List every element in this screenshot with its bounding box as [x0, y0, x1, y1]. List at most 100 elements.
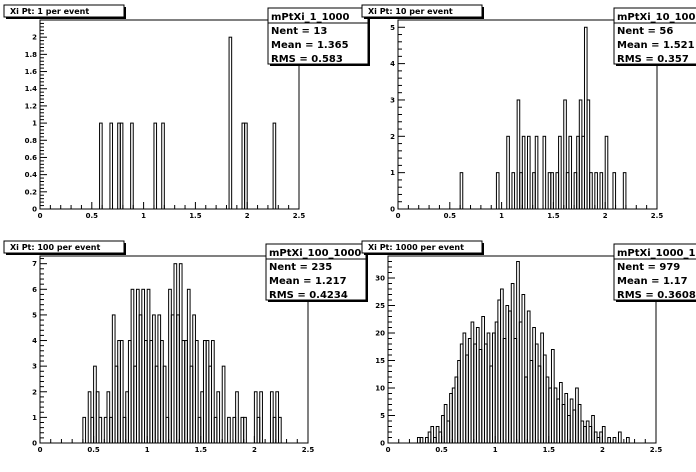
histogram-bin [594, 172, 598, 210]
stats-entries: Nent = 235 [269, 262, 332, 273]
chart-title: Xi Pt: 10 per event [368, 7, 453, 16]
histogram-bin [521, 135, 526, 210]
histogram-bin [521, 294, 526, 444]
histogram-bin [430, 426, 435, 444]
stats-rms: RMS = 0.4234 [269, 290, 348, 301]
x-tick-label: 2 [603, 212, 608, 220]
y-tick-label: 0.4 [25, 171, 38, 179]
x-tick-label: 2 [245, 212, 250, 220]
y-tick-label: 1.8 [25, 51, 38, 59]
x-tick-label: 0.5 [86, 212, 99, 220]
stats-mean: Mean = 1.521 [617, 40, 695, 51]
y-tick-label: 2 [32, 34, 37, 42]
stats-box [613, 7, 696, 65]
histogram-bin [604, 135, 609, 210]
histogram-bin [98, 416, 103, 444]
histogram-bin [550, 172, 554, 210]
chart-title: Xi Pt: 1000 per event [368, 243, 464, 252]
histogram-bin [599, 172, 604, 210]
title-box [361, 240, 483, 254]
title-box [3, 4, 125, 18]
y-tick-label: 2 [390, 133, 395, 141]
y-tick-label: 0 [380, 440, 385, 448]
x-tick-label: 2.5 [650, 446, 663, 454]
histogram-bin [568, 135, 573, 210]
y-tick-label: 20 [375, 330, 385, 338]
histogram-bin [607, 437, 611, 444]
y-tick-label: 0.8 [25, 137, 38, 145]
y-tick-label: 0.6 [25, 154, 38, 162]
stats-rms: RMS = 0.583 [271, 54, 343, 65]
y-tick-label: 0 [32, 206, 37, 214]
histogram-bin [119, 122, 124, 210]
stats-name: mPtXi_1000_1000 [617, 248, 696, 259]
x-tick-label: 2.5 [293, 212, 306, 220]
y-tick-label: 2 [32, 388, 37, 396]
histogram-bin [622, 172, 627, 210]
y-tick-label: 0 [32, 440, 37, 448]
histogram-bin [216, 391, 221, 444]
y-tick-label: 6 [32, 286, 37, 294]
y-tick-label: 3 [390, 96, 395, 104]
histogram-panel-1: 0 0.2 0.4 0.6 0.8 1 1.2 1.4 1.6 1.8 2 0 0.5 1 1.5 2 2.5 X… [3, 4, 370, 220]
y-tick-label: 4 [390, 60, 395, 68]
x-tick-label: 0.5 [87, 446, 100, 454]
x-tick-label: 2.5 [302, 446, 315, 454]
y-tick-label: 1.6 [25, 68, 38, 76]
y-tick-label: 5 [32, 311, 37, 319]
histogram-panel-3: 0 1 2 3 4 5 6 7 0 0.5 1 1.5 2 2.5 Xi Pt: 100 per event… [3, 240, 368, 454]
plot-frame [39, 19, 300, 210]
x-tick-label: 0.5 [444, 212, 457, 220]
y-tick-label: 1.2 [25, 102, 38, 110]
histogram-bin [259, 391, 263, 444]
x-tick-label: 2 [252, 446, 257, 454]
stats-rms: RMS = 0.357 [617, 54, 689, 65]
y-tick-label: 0 [390, 206, 395, 214]
histogram-bin [612, 172, 617, 210]
histogram-bin [161, 122, 165, 210]
stats-entries: Nent = 13 [271, 26, 327, 37]
histogram-bin [563, 99, 567, 210]
x-tick-label: 0 [38, 212, 43, 220]
x-tick-label: 0 [396, 212, 401, 220]
x-tick-label: 2.5 [651, 212, 664, 220]
histogram-bin [221, 365, 226, 444]
histogram-bin [227, 416, 231, 444]
histogram-bin [617, 431, 622, 444]
title-box [361, 4, 483, 18]
x-tick-label: 1 [493, 446, 498, 454]
x-tick-label: 0 [386, 446, 391, 454]
histogram-bin [558, 135, 562, 210]
stats-rms: RMS = 0.3608 [617, 290, 696, 301]
y-tick-label: 7 [32, 260, 37, 268]
histogram-bin [495, 172, 500, 210]
histogram-bin [130, 122, 134, 210]
histogram-bin [109, 122, 114, 210]
x-tick-label: 0.5 [435, 446, 448, 454]
y-tick-label: 1 [32, 120, 37, 128]
histogram-bin [506, 135, 510, 210]
stats-box [613, 243, 696, 301]
y-tick-label: 1 [32, 414, 37, 422]
histogram-bin [534, 135, 539, 210]
stats-mean: Mean = 1.17 [617, 276, 688, 287]
histogram-bin [589, 172, 593, 210]
histogram-panel-2: 0 1 2 3 4 5 0 0.5 1 1.5 2 2.5 Xi Pt: 10 per event mPt… [361, 4, 696, 220]
stats-name: mPtXi_1_1000 [271, 12, 349, 23]
stats-box [267, 7, 369, 65]
chart-title: Xi Pt: 100 per event [10, 243, 100, 252]
histogram-panel-4: 0 5 10 15 20 25 30 0 0.5 1 1.5 2 2.5 Xi Pt: 1000 per … [361, 240, 696, 454]
histogram-bin [211, 340, 215, 444]
title-box [3, 240, 125, 254]
y-tick-label: 5 [390, 24, 395, 32]
stats-entries: Nent = 979 [617, 262, 680, 273]
x-tick-label: 1.5 [189, 212, 202, 220]
histogram-bin [99, 122, 103, 210]
histogram-bin [244, 122, 248, 210]
x-tick-label: 2 [600, 446, 605, 454]
x-tick-label: 0 [38, 446, 43, 454]
y-tick-label: 15 [375, 357, 385, 365]
histogram-bin [228, 36, 233, 210]
stats-name: mPtXi_100_1000 [269, 248, 361, 259]
